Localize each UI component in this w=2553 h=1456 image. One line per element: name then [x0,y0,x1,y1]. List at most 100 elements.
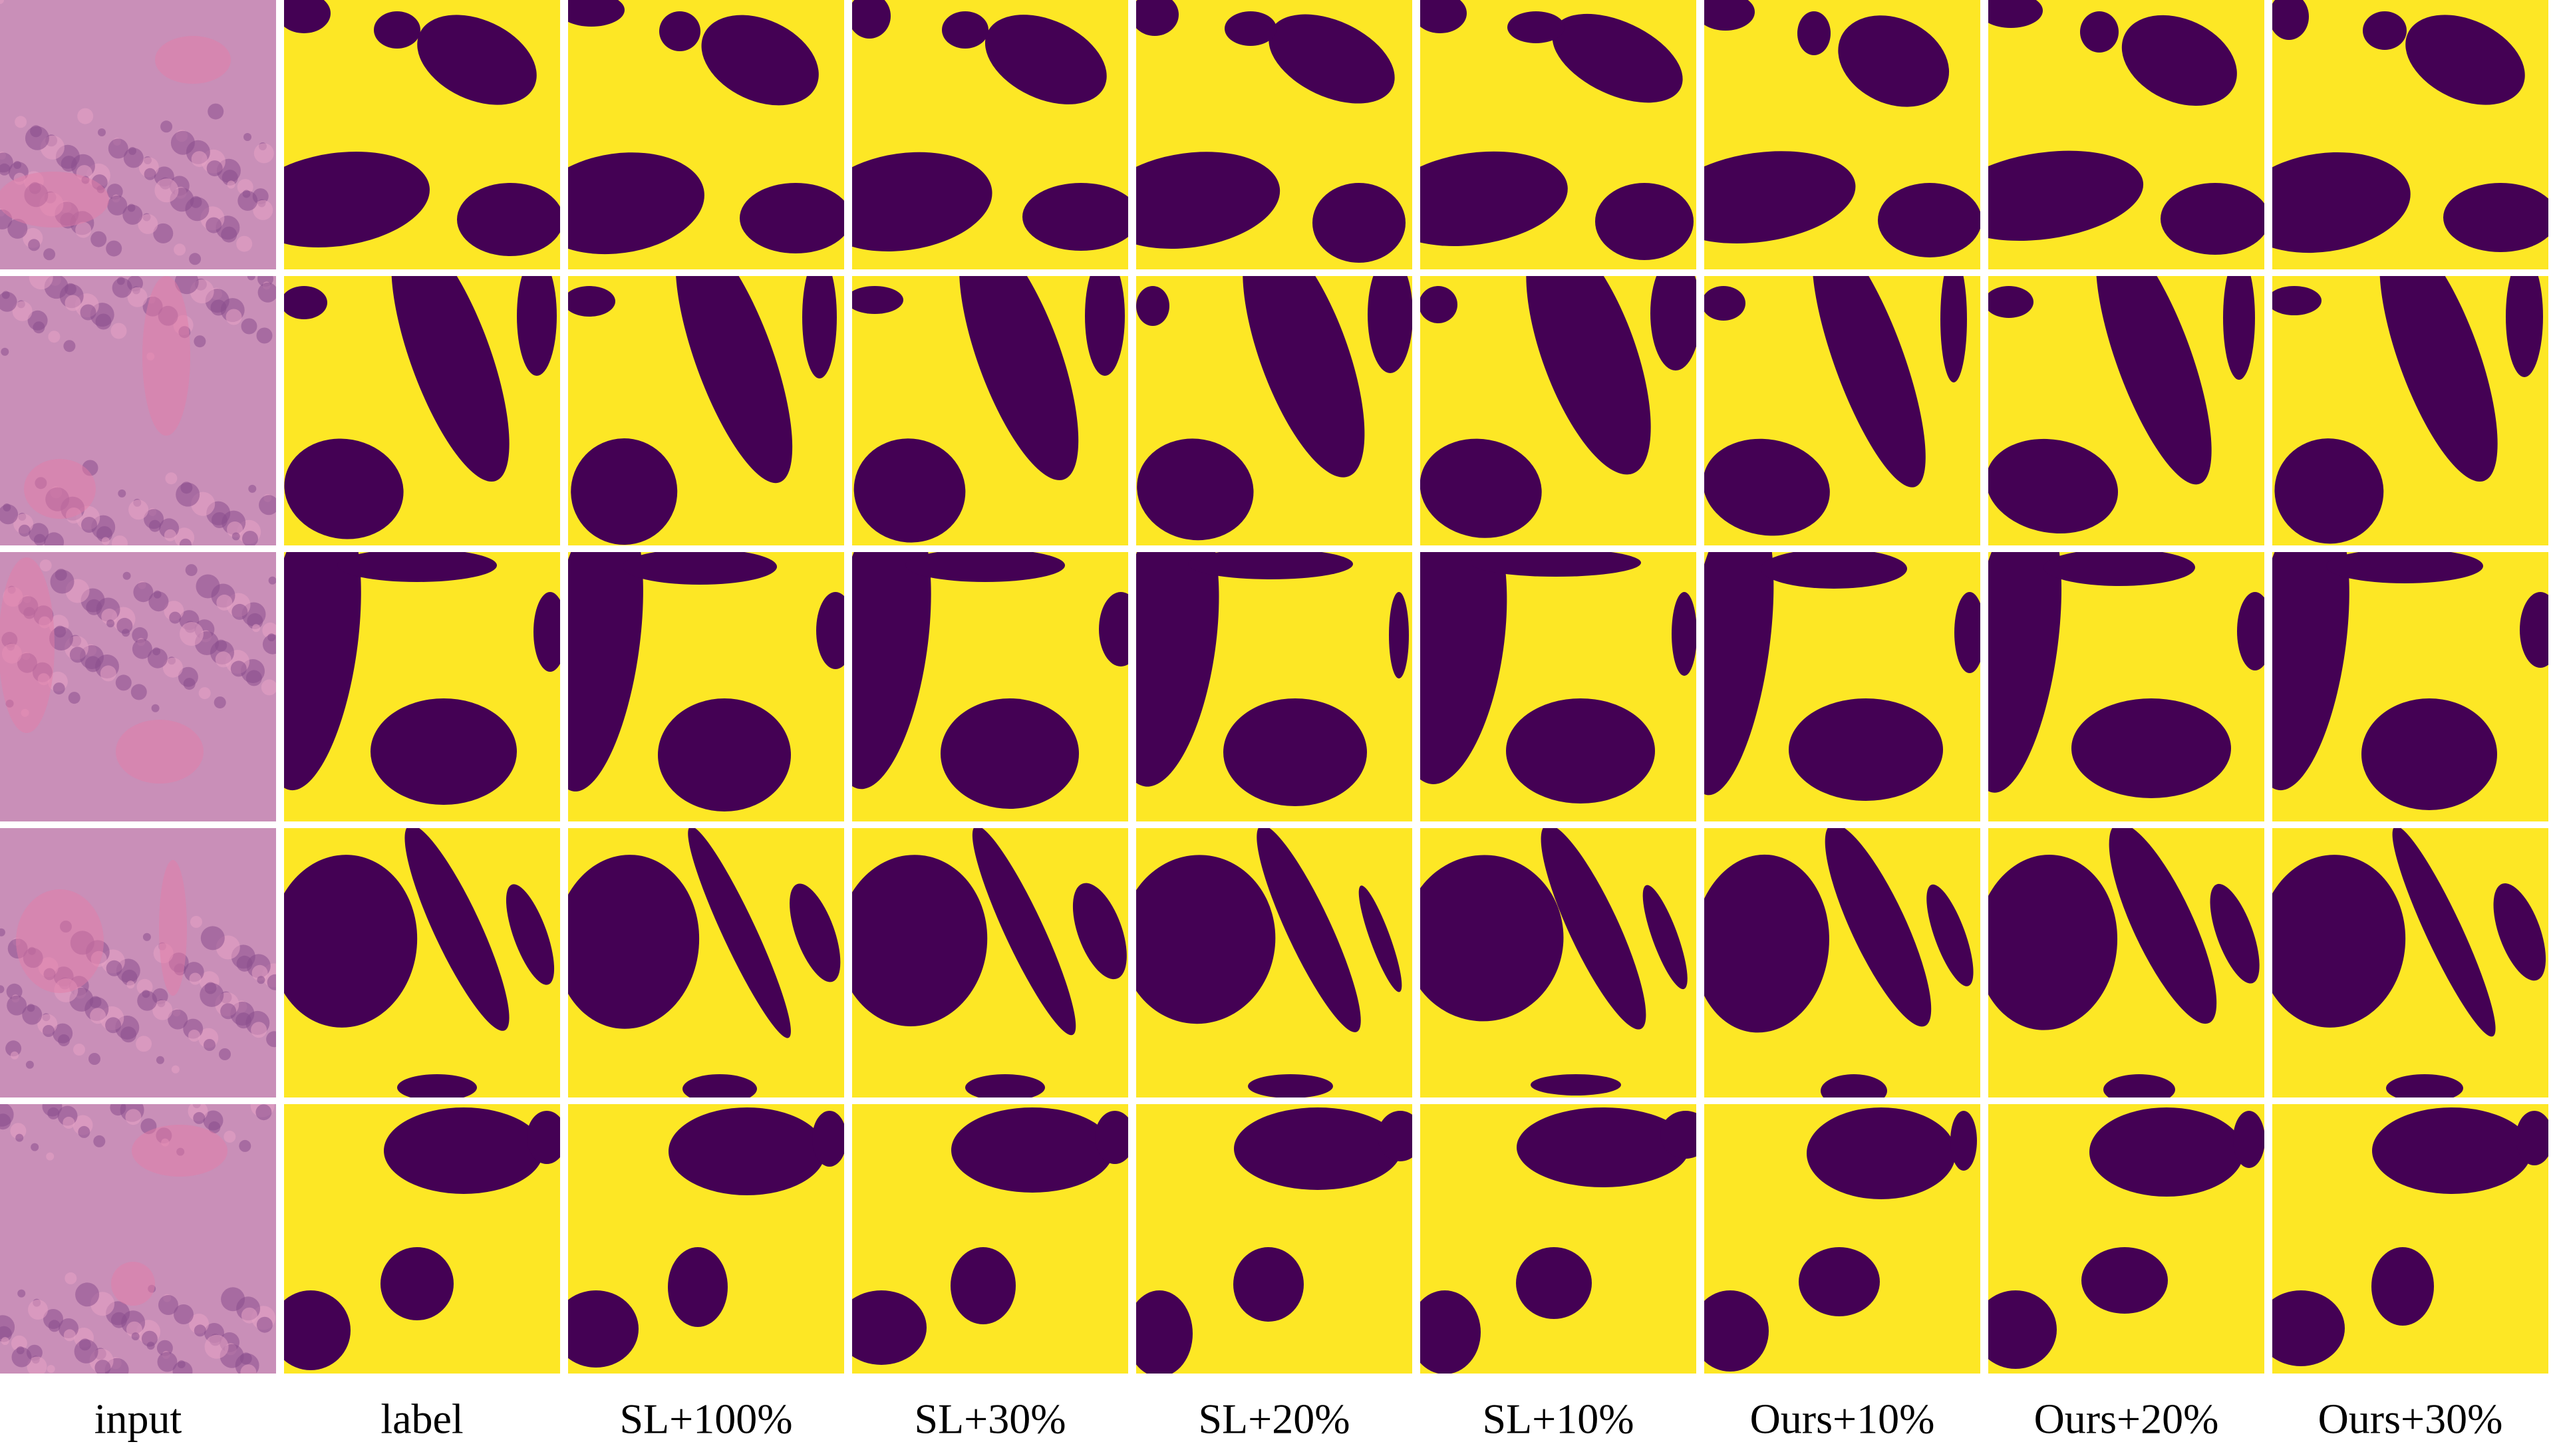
mask-region [1517,1107,1690,1187]
panel [1420,276,1696,545]
tissue-cell [188,1030,200,1042]
tissue-cell [153,223,174,243]
tissue-cell [158,1295,178,1315]
tissue-cell [7,218,28,239]
mask-region [1704,438,1830,536]
mask-region [2043,552,2195,586]
tissue-cell [101,608,118,625]
tissue-cell [240,1364,257,1374]
tissue-cell [110,323,127,339]
tissue-cell [112,535,128,545]
mask-region [527,1111,560,1164]
panel [1704,828,1980,1097]
tissue-cell [1,347,9,356]
tissue-cell [127,287,148,307]
tissue-region [142,276,190,436]
tissue-cell [65,1272,77,1284]
mask-region [568,1290,639,1368]
mask-region [951,1247,1016,1324]
panel [1988,1104,2264,1374]
panel-content [0,552,276,821]
mask-region [659,11,700,51]
mask-region [1243,276,1365,478]
tissue-cell [174,1304,194,1324]
tissue-cell [247,613,263,629]
panel [284,0,560,269]
tissue-cell [190,916,202,928]
mask-region [1136,0,1179,36]
panel [1420,552,1696,821]
mask-region [1541,828,1646,1030]
panel-content [1136,276,1412,545]
panel-content [2272,552,2548,821]
mask-region [951,1107,1114,1193]
mask-region [284,552,361,791]
tissue-cell [256,1316,273,1333]
mask-region [1136,286,1169,326]
mask-region [1988,1290,2057,1369]
tissue-region [116,720,204,784]
tissue-cell [225,309,242,325]
tissue-cell [65,295,81,311]
panel-content [1988,828,2264,1097]
tissue-cell [50,569,75,594]
mask-region [2272,552,2349,791]
panel [1704,0,1980,269]
tissue-cell [5,1040,22,1057]
tissue-cell [204,1334,229,1359]
tissue-cell [227,180,235,189]
mask-region [1595,183,1694,260]
panel [1988,276,2264,545]
mask-region [1095,1111,1128,1164]
tissue-cell [236,955,253,972]
tissue-region [159,860,187,996]
panel-content [568,276,844,545]
tissue-cell [154,178,179,203]
panel [1420,1104,1696,1374]
tissue-cell [125,1109,142,1125]
panel [1704,552,1980,821]
tissue-cell [1,1337,9,1346]
mask-region [1471,552,1641,577]
panel [1704,1104,1980,1374]
tissue-cell [0,928,5,937]
tissue-cell [222,170,238,186]
tissue-region [0,557,55,733]
mask-region [1136,552,1219,787]
tissue-cell [69,647,86,663]
panel-content [852,276,1128,545]
tissue-cell [241,318,257,335]
tissue-cell [98,128,106,136]
mask-region [1821,1074,1887,1097]
mask-region [1085,276,1125,376]
mask-region [1420,151,1568,246]
panel [568,276,844,545]
tissue-cell [235,1012,252,1029]
tissue-cell [61,156,77,172]
tissue-cell [148,519,161,532]
mask-region [1825,828,1932,1027]
mask-region [852,552,931,790]
panel [0,552,276,821]
tissue-cell [162,657,183,678]
mask-region [1312,183,1406,263]
tissue-region [132,1125,227,1177]
tissue-cell [115,674,132,691]
mask-region [623,552,777,585]
mask-region [1136,152,1280,249]
mask-region [1704,552,1774,796]
mask-region [1988,150,2144,241]
mask-region [682,1074,757,1097]
tissue-cell [75,221,92,238]
mask-region [959,276,1079,480]
mask-region [1672,592,1696,676]
mask-region [1248,1074,1333,1097]
tissue-cell [141,1330,158,1347]
mask-region [2089,1107,2244,1197]
mask-region [1223,698,1367,806]
tissue-cell [196,574,220,599]
tissue-cell [189,253,202,265]
panel [2272,276,2548,545]
tissue-cell [78,1125,90,1138]
tissue-cell [137,990,158,1011]
